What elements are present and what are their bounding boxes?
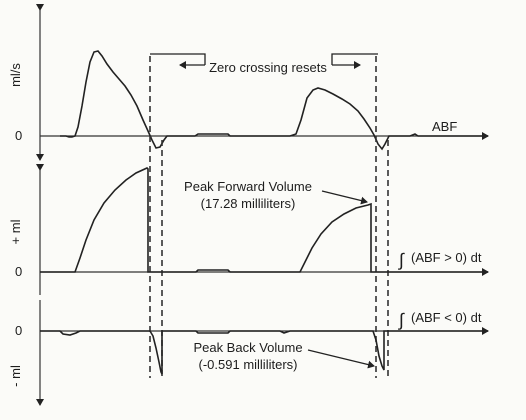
forward-integral-symbol: ∫ [397,250,405,270]
peak-forward-value: (17.28 milliliters) [201,196,296,211]
peak-forward-arrow [321,190,368,205]
forward-integral-label: (ABF > 0) dt [411,250,482,265]
peak-back-label: Peak Back Volume [193,340,302,355]
peak-forward-label: Peak Forward Volume [184,179,312,194]
backward-y-unit: - ml [8,365,23,387]
backward-integral-label: (ABF < 0) dt [411,310,482,325]
flow-zero-label: 0 [15,128,22,143]
forward-zero-label: 0 [15,264,22,279]
flow-waveform [60,50,488,151]
backward-integral-symbol: ∫ [397,310,405,330]
zero-crossing-label: Zero crossing resets [209,60,327,75]
forward-volume-trace [40,167,488,273]
zero-crossing-arrow-right [331,53,378,65]
flow-signal-label: ABF [432,119,457,134]
forward-y-unit: + ml [8,219,23,244]
zero-crossing-arrow-left [150,53,206,65]
backward-volume-trace [40,330,488,375]
backward-zero-label: 0 [15,323,22,338]
flow-y-unit: ml/s [8,63,23,87]
peak-back-arrow [307,349,375,369]
peak-back-value: (-0.591 milliliters) [199,357,298,372]
